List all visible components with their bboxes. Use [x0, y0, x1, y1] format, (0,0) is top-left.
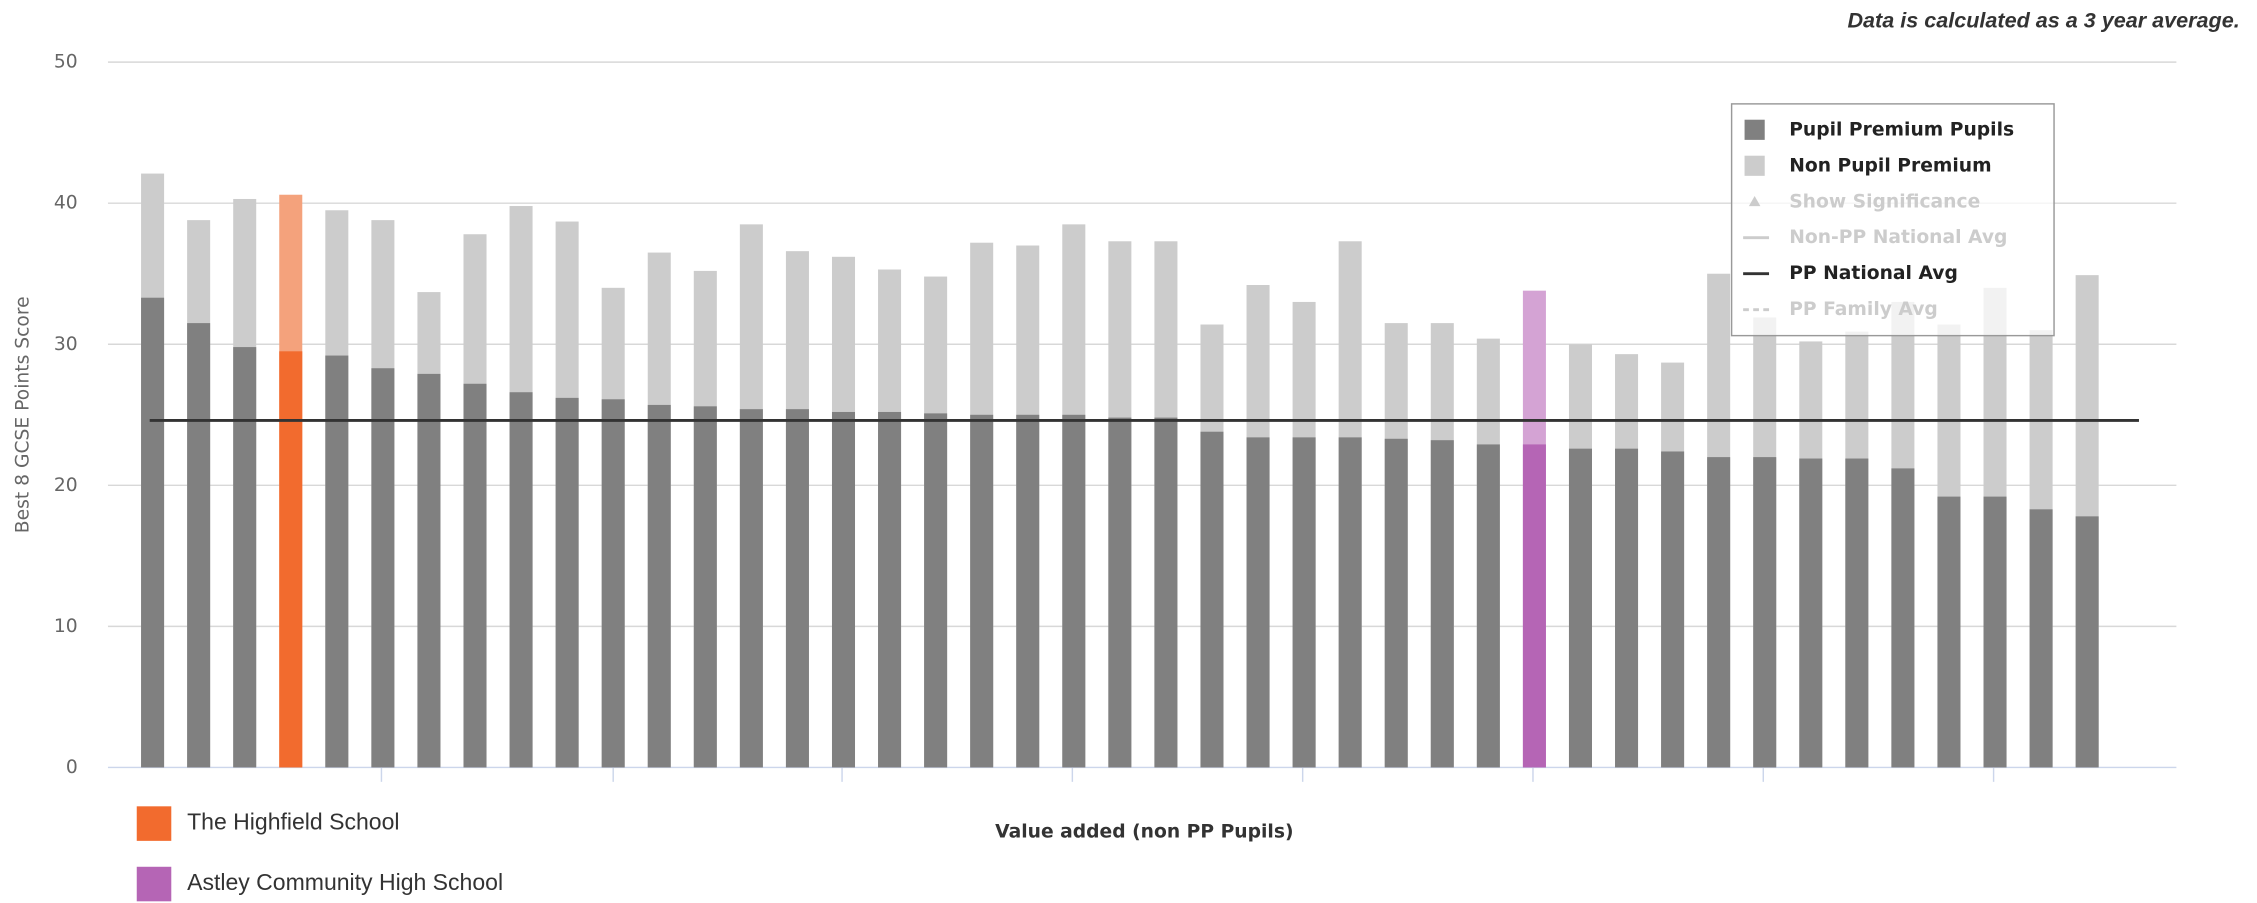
bar — [509, 392, 533, 768]
bar — [1522, 444, 1546, 768]
bar — [1937, 496, 1961, 768]
bar — [831, 411, 856, 768]
legend — [1730, 103, 2055, 337]
bar — [1845, 458, 1869, 768]
bar — [693, 406, 717, 768]
bar — [187, 323, 211, 768]
bar — [1476, 444, 1500, 768]
bar — [2075, 516, 2099, 768]
note: Data is calculated as a 3 year average. — [1847, 8, 2239, 33]
bar — [1016, 414, 1040, 768]
bar — [1108, 417, 1132, 768]
bar — [878, 411, 902, 768]
bar — [1384, 438, 1408, 768]
legend-swatch — [1744, 119, 1765, 140]
y-tick-label: 20 — [54, 475, 78, 496]
bar — [1799, 458, 1823, 768]
bar — [739, 409, 763, 768]
bar — [141, 297, 165, 768]
bar — [371, 368, 395, 768]
y-tick-label: 10 — [54, 616, 78, 637]
bar — [647, 404, 671, 768]
bar — [1753, 457, 1777, 768]
bar — [1154, 417, 1178, 768]
legend-label[interactable]: PP Family Avg — [1789, 299, 1938, 320]
bar — [279, 351, 303, 768]
legend-label[interactable]: Non-PP National Avg — [1789, 227, 2007, 248]
bar — [785, 409, 809, 768]
bar — [601, 399, 625, 768]
highlight-swatch — [136, 866, 172, 902]
bar — [1200, 431, 1224, 768]
bar — [1891, 468, 1915, 768]
y-tick-label: 30 — [54, 334, 78, 355]
bar — [1430, 440, 1454, 768]
bar — [1246, 437, 1270, 768]
bar — [1062, 414, 1086, 768]
legend-label[interactable]: Show Significance — [1789, 191, 1980, 212]
bar — [1615, 448, 1639, 768]
legend-swatch — [1748, 196, 1761, 207]
y-axis-title: Best 8 GCSE Points Score — [13, 296, 34, 533]
y-tick-label: 0 — [66, 757, 78, 778]
bar — [1568, 448, 1592, 768]
bar — [970, 414, 994, 768]
bar — [463, 383, 487, 768]
bar — [2029, 509, 2053, 768]
legend-label[interactable]: Non Pupil Premium — [1789, 155, 1991, 176]
bar — [1661, 451, 1685, 768]
bar — [1292, 437, 1316, 768]
bar — [555, 397, 579, 768]
bar — [325, 355, 349, 768]
y-tick-label: 50 — [54, 52, 78, 73]
bar — [1983, 496, 2007, 768]
y-tick-label: 40 — [54, 193, 78, 214]
bar — [417, 373, 441, 768]
legend-label[interactable]: Pupil Premium Pupils — [1789, 119, 2014, 140]
legend-swatch — [1744, 155, 1765, 176]
highlight-swatch — [136, 806, 172, 841]
highlight-label: The Highfield School — [187, 809, 399, 835]
x-axis-title: Value added (non PP Pupils) — [995, 822, 1293, 843]
highlight-label: Astley Community High School — [187, 869, 503, 895]
legend-label[interactable]: PP National Avg — [1789, 263, 1958, 284]
bar — [233, 347, 257, 768]
bar — [924, 413, 948, 768]
bar — [1338, 437, 1362, 768]
bar — [1707, 457, 1731, 768]
x-axis-ticks — [380, 767, 1995, 782]
